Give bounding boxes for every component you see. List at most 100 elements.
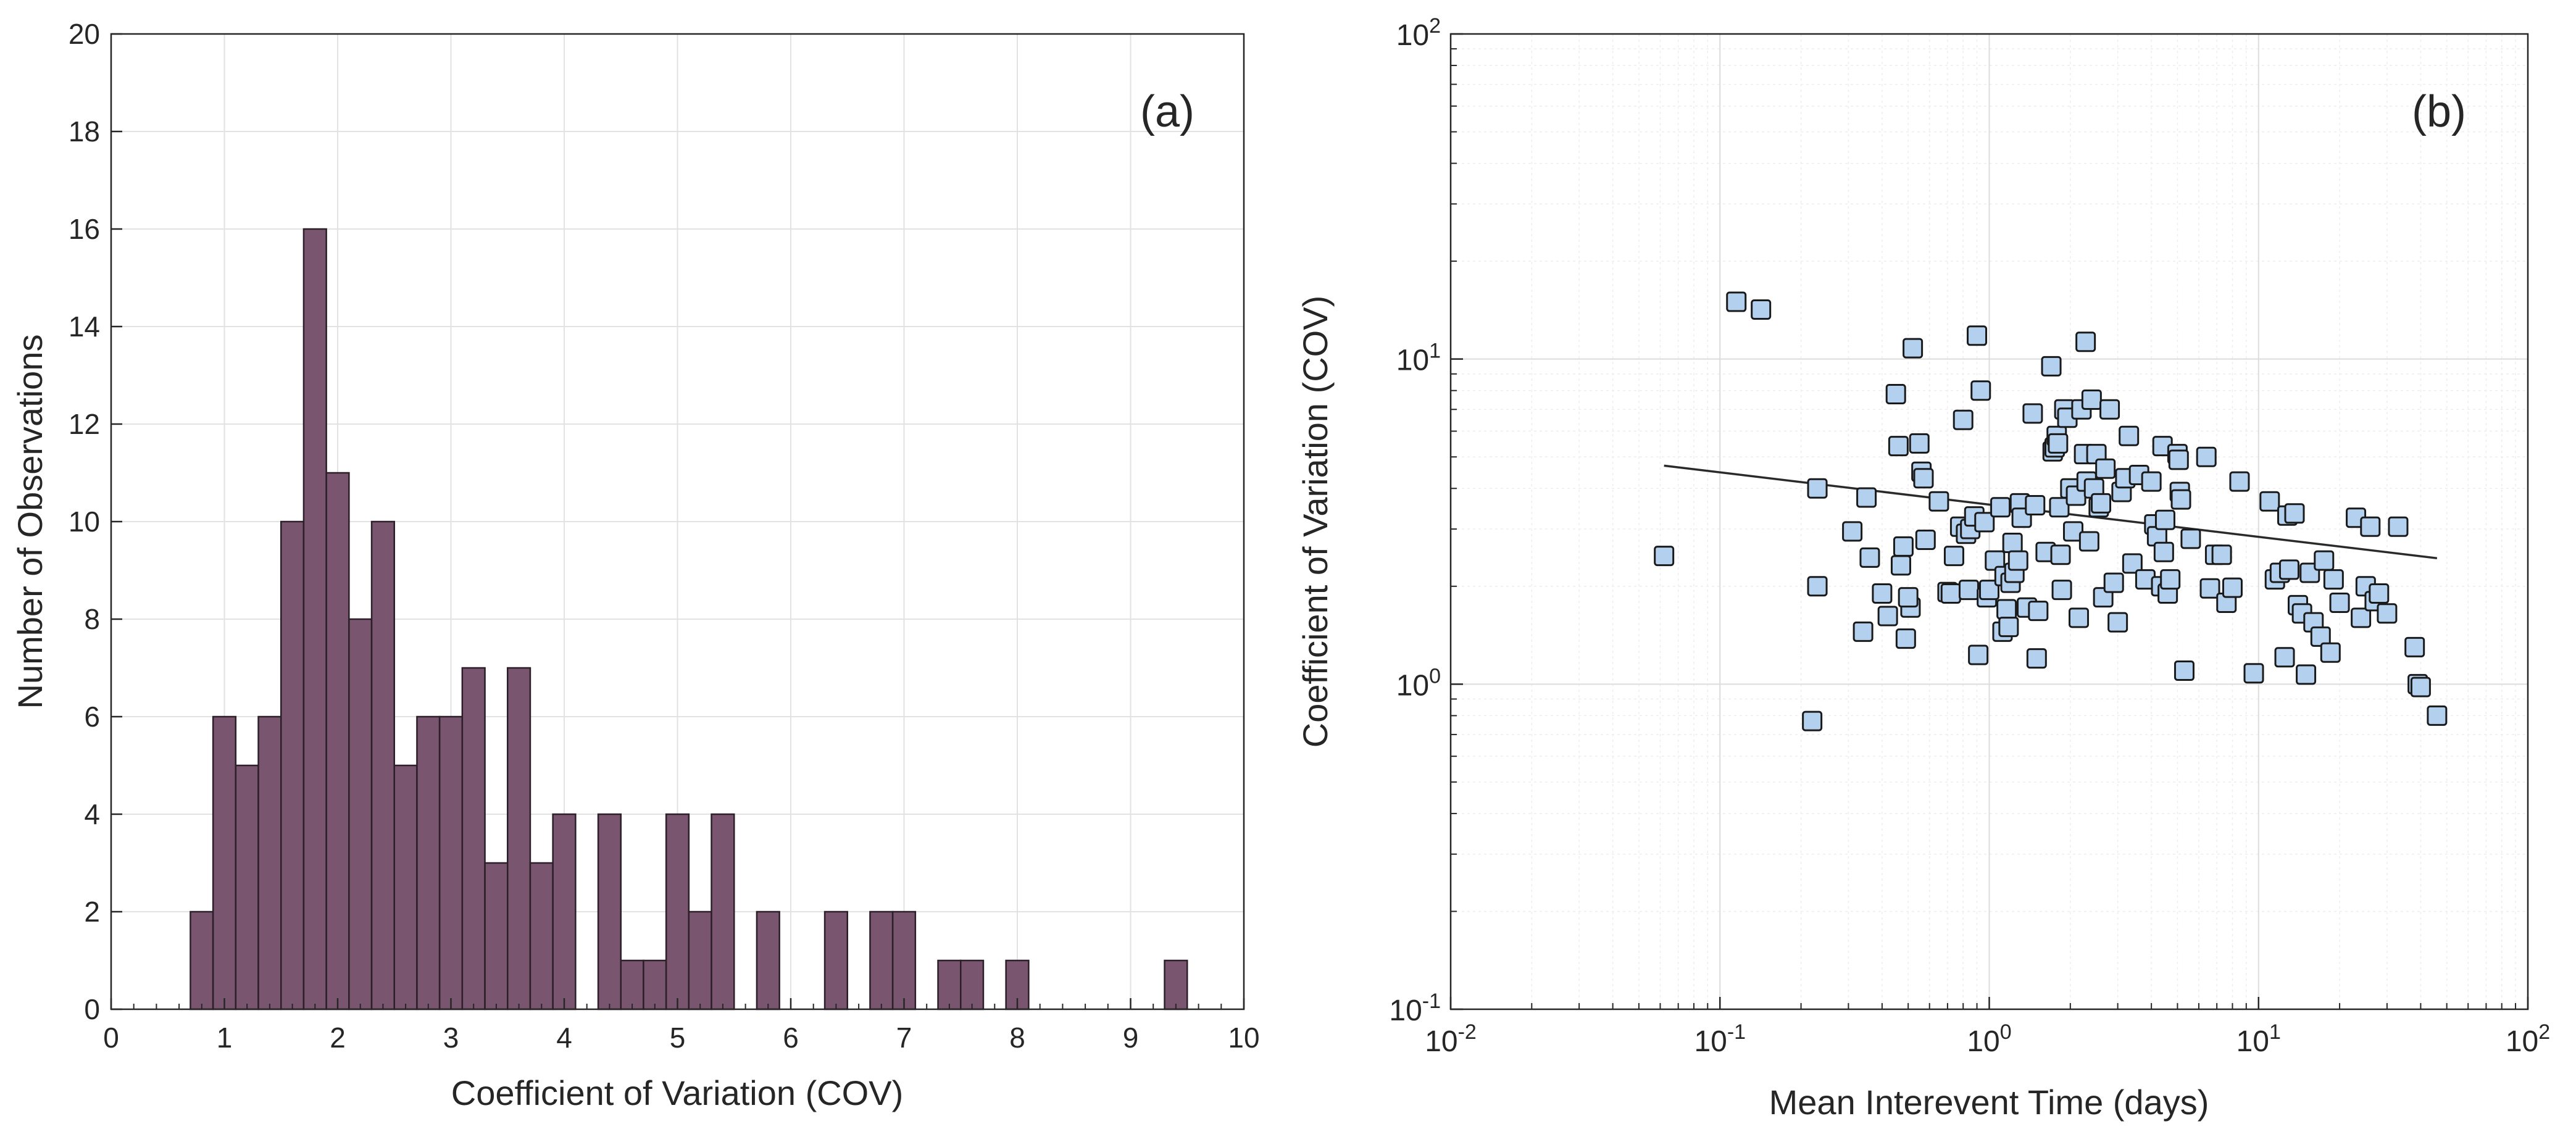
histogram-panel-label: (a): [1140, 87, 1194, 136]
scatter-point: [1807, 478, 1828, 499]
scatter-point: [2095, 458, 2116, 479]
scatter-y-tick-label: 102: [1396, 14, 1441, 52]
histogram-bar: [484, 862, 509, 1010]
scatter-point: [2229, 471, 2250, 492]
histogram-bar: [348, 618, 373, 1010]
scatter-point: [1940, 583, 1961, 604]
scatter-point: [2199, 578, 2220, 599]
scatter-y-tick-label: 100: [1396, 664, 1441, 702]
scatter-point: [1872, 583, 1893, 604]
scatter-point: [1928, 491, 1949, 512]
scatter-x-tick-label: 10-1: [1694, 1020, 1746, 1058]
scatter-grid: [1451, 34, 2528, 1009]
scatter-point: [1654, 546, 1675, 567]
scatter-point: [1958, 580, 1979, 601]
histogram-x-axis-label: Coefficient of Variation (COV): [451, 1073, 903, 1112]
histogram-x-tick-label: 10: [1228, 1022, 1259, 1054]
histogram-bar: [280, 520, 305, 1010]
scatter-point: [2103, 572, 2124, 593]
scatter-point: [1898, 587, 1919, 608]
scatter-point: [2107, 612, 2128, 633]
scatter-x-tick-label: 102: [2506, 1020, 2550, 1058]
histogram-bar: [212, 715, 237, 1010]
scatter-point: [1859, 547, 1880, 568]
scatter-point: [2091, 493, 2112, 514]
histogram-y-tick-label: 4: [84, 798, 100, 830]
scatter-point: [2388, 516, 2409, 537]
scatter-point: [2075, 331, 2096, 352]
histogram-x-tick-label: 6: [783, 1022, 799, 1054]
scatter-point: [1943, 546, 1964, 567]
scatter-point: [2022, 403, 2043, 424]
histogram-x-tick-label: 4: [556, 1022, 572, 1054]
scatter-x-tick-label: 100: [1967, 1020, 2011, 1058]
scatter-point: [1895, 628, 1916, 649]
scatter-y-axis-label: Coefficient of Variation (COV): [1296, 296, 1335, 748]
histogram-y-tick-label: 10: [69, 506, 100, 538]
scatter-point: [2050, 544, 2071, 565]
histogram-y-tick-label: 0: [84, 993, 100, 1025]
histogram-bar: [711, 813, 735, 1010]
histogram-bar: [190, 910, 214, 1010]
scatter-x-axis-label: Mean Interevent Time (days): [1769, 1083, 2209, 1122]
histogram-x-tick-label: 9: [1123, 1022, 1139, 1054]
histogram-y-tick-label: 14: [69, 310, 100, 343]
scatter-y-tick-label: 101: [1396, 340, 1441, 377]
histogram-bar: [370, 520, 395, 1010]
scatter-point: [2026, 648, 2047, 669]
scatter-point: [2028, 601, 2049, 622]
scatter-point: [2007, 550, 2028, 571]
scatter-point: [1802, 710, 1823, 731]
scatter-point: [2314, 550, 2335, 571]
scatter-point: [2069, 607, 2090, 628]
scatter-point: [2051, 580, 2072, 601]
scatter-point: [1890, 555, 1911, 576]
scatter-points: [1654, 291, 2448, 731]
histogram-bar: [643, 959, 667, 1010]
scatter-y-tick-label: 10-1: [1389, 989, 1441, 1027]
scatter-point: [1853, 621, 1874, 642]
histogram-bar: [960, 959, 985, 1010]
scatter-point: [2078, 531, 2099, 552]
scatter-point: [1913, 468, 1934, 489]
scatter-point: [2259, 491, 2280, 512]
scatter-point: [1970, 380, 1991, 401]
histogram-y-axis-label: Number of Observations: [10, 335, 49, 709]
scatter-point: [2404, 636, 2425, 657]
histogram-bar: [416, 715, 441, 1010]
histogram-bar: [688, 910, 712, 1010]
scatter-point: [1877, 606, 1898, 627]
scatter-point: [2048, 433, 2069, 454]
histogram-y-tick-label: 2: [84, 896, 100, 928]
histogram-bar: [302, 228, 327, 1010]
scatter-point: [2243, 663, 2264, 684]
histogram-bar: [891, 910, 917, 1010]
histogram-bar: [823, 910, 849, 1010]
scatter-point: [1953, 409, 1974, 430]
histogram-bar: [257, 715, 282, 1010]
scatter-x-tick-label: 10-2: [1425, 1020, 1477, 1058]
histogram-bar: [665, 813, 690, 1010]
scatter-point: [1974, 512, 1995, 533]
scatter-point: [2329, 592, 2350, 613]
histogram-bar: [620, 959, 644, 1010]
scatter-point: [2122, 553, 2143, 574]
scatter-point: [2351, 607, 2372, 628]
scatter-point: [2377, 603, 2398, 624]
scatter-point: [2369, 583, 2390, 604]
histogram-x-tick-label: 8: [1009, 1022, 1025, 1054]
histogram-x-tick-label: 2: [330, 1022, 346, 1054]
histogram-bar: [235, 764, 259, 1010]
scatter-point: [1915, 529, 1936, 550]
scatter-point: [1893, 536, 1914, 557]
scatter-point: [1909, 433, 1930, 454]
scatter-point: [2025, 495, 2046, 516]
histogram-bar: [869, 910, 894, 1010]
scatter-point: [1842, 521, 1863, 542]
scatter-point: [1968, 644, 1989, 665]
histogram-bar: [597, 813, 622, 1010]
scatter-point: [1885, 383, 1906, 404]
scatter-point: [2041, 356, 2062, 377]
